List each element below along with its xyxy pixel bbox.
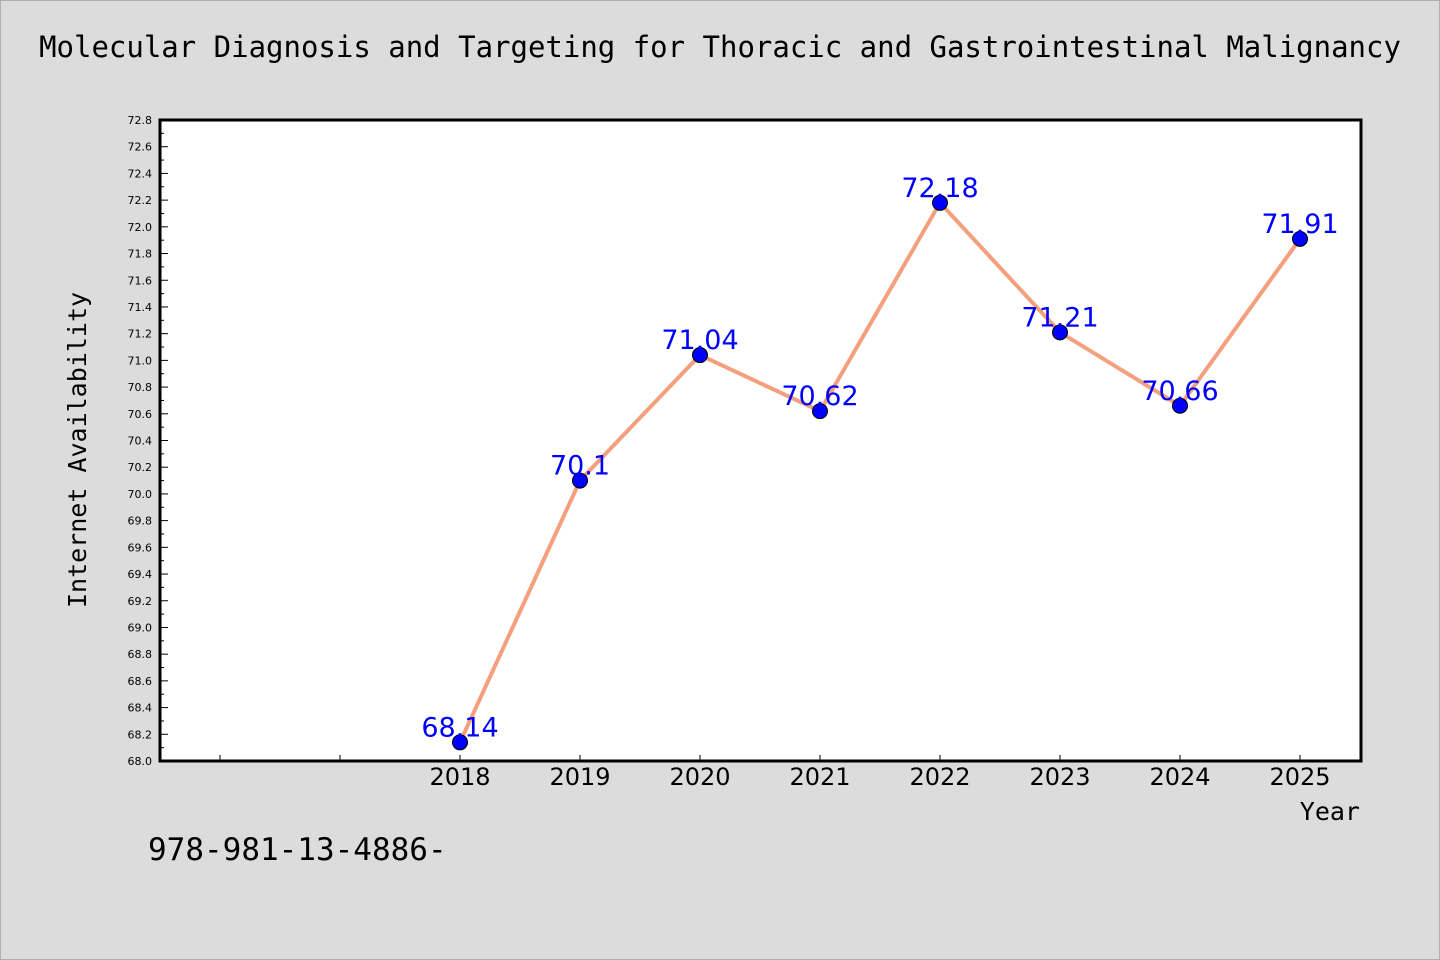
- y-tick-label: 69.6: [128, 541, 153, 554]
- y-axis-ticks: 68.0 68.2 68.4 68.6 68.8 69.0 69.2 69.4 69.6 69.8…: [128, 114, 168, 768]
- x-tick-label: 2022: [909, 763, 970, 791]
- y-tick-label: 72.0: [128, 221, 153, 234]
- data-label: 71.91: [1261, 209, 1338, 240]
- y-tick-label: 68.2: [128, 728, 153, 741]
- x-axis-label: Year: [1300, 797, 1360, 826]
- x-axis-ticks: 2018 2019 2020 2021 2022 2023 2024 2025: [219, 755, 1331, 791]
- y-tick-label: 71.8: [128, 248, 153, 261]
- y-tick-label: 70.6: [128, 408, 153, 421]
- data-labels: 68.14 70.1 71.04 70.62 72.18 71.21 70.66 71.91: [421, 173, 1338, 744]
- y-tick-label: 69.0: [128, 621, 153, 634]
- y-tick-label: 68.6: [128, 675, 153, 688]
- data-label: 68.14: [421, 712, 498, 743]
- y-tick-label: 70.2: [128, 461, 153, 474]
- x-tick-label: 2019: [549, 763, 610, 791]
- series-line-path: [458, 200, 1302, 744]
- x-tick-label: 2025: [1269, 763, 1330, 791]
- data-label: 70.1: [550, 451, 610, 482]
- footer-identifier: 978-981-13-4886-: [148, 832, 447, 868]
- y-tick-label: 71.4: [128, 301, 153, 314]
- data-point: [452, 734, 468, 751]
- y-tick-label: 68.4: [128, 702, 153, 715]
- y-tick-label: 71.0: [128, 354, 153, 367]
- y-tick-label: 72.8: [128, 114, 153, 127]
- data-point: [1172, 397, 1188, 414]
- x-tick-label: 2021: [789, 763, 850, 791]
- y-tick-label: 68.8: [128, 648, 153, 661]
- y-tick-label: 69.8: [128, 515, 153, 528]
- y-tick-label: 72.6: [128, 141, 153, 154]
- data-label: 71.04: [661, 325, 738, 356]
- y-tick-label: 69.4: [128, 568, 153, 581]
- y-tick-label: 70.0: [128, 488, 153, 501]
- data-point: [1052, 324, 1068, 341]
- y-tick-label: 70.8: [128, 381, 153, 394]
- data-point: [932, 194, 948, 211]
- y-tick-label: 72.2: [128, 194, 153, 207]
- y-tick-label: 71.6: [128, 274, 153, 287]
- plot-area: [158, 118, 1363, 763]
- y-tick-label: 69.2: [128, 595, 153, 608]
- x-tick-label: 2020: [669, 763, 730, 791]
- y-tick-label: 71.2: [128, 328, 153, 341]
- data-label: 71.21: [1021, 302, 1098, 333]
- x-tick-label: 2024: [1149, 763, 1210, 791]
- data-point: [572, 472, 588, 489]
- y-axis-label: Internet Availability: [63, 292, 92, 608]
- data-label: 70.66: [1141, 376, 1218, 407]
- y-tick-label: 72.4: [128, 167, 153, 180]
- data-label: 72.18: [901, 173, 978, 204]
- data-point: [812, 403, 828, 420]
- data-points: [452, 194, 1308, 751]
- y-tick-label: 70.4: [128, 435, 153, 448]
- chart-title: Molecular Diagnosis and Targeting for Th…: [39, 30, 1401, 64]
- x-tick-label: 2023: [1029, 763, 1090, 791]
- x-tick-label: 2018: [429, 763, 490, 791]
- series-line: [458, 200, 1302, 744]
- data-label: 70.62: [781, 381, 858, 412]
- data-point: [692, 347, 708, 364]
- data-point: [1292, 230, 1308, 247]
- y-tick-label: 68.0: [128, 755, 153, 768]
